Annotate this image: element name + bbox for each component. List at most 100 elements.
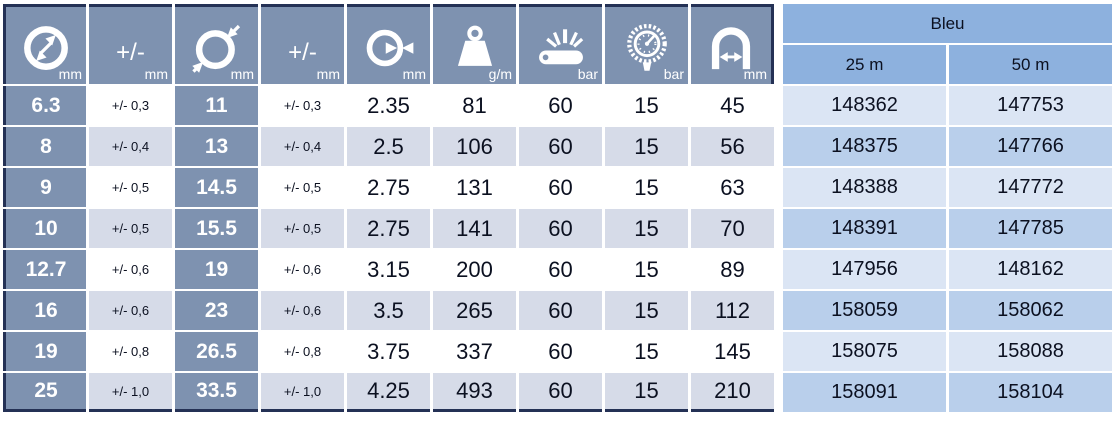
cell-inner-tolerance: +/- 0,5 (89, 209, 172, 248)
cell-wall-thickness: 2.75 (347, 209, 430, 248)
cell-outer-diameter: 14.5 (175, 168, 258, 207)
bend-radius-icon (711, 27, 751, 70)
header-outer-tolerance: +/- mm (261, 4, 344, 84)
cell-ref-25m: 148391 (783, 209, 946, 248)
cell-burst-pressure: 60 (519, 373, 602, 412)
header-inner-diameter: mm (3, 4, 86, 84)
unit-label: g/m (488, 66, 512, 82)
cell-wall-thickness: 3.75 (347, 332, 430, 371)
cell-weight: 200 (433, 250, 516, 289)
cell-outer-diameter: 26.5 (175, 332, 258, 371)
cell-bend-radius: 145 (691, 332, 774, 371)
cell-ref-50m: 158062 (949, 291, 1112, 330)
header-inner-tolerance: +/- mm (89, 4, 172, 84)
cell-working-pressure: 15 (605, 86, 688, 125)
cell-burst-pressure: 60 (519, 209, 602, 248)
cell-outer-tolerance: +/- 0,4 (261, 127, 344, 166)
cell-outer-diameter: 11 (175, 86, 258, 125)
cell-working-pressure: 15 (605, 127, 688, 166)
cell-ref-25m: 158091 (783, 373, 946, 412)
cell-ref-50m: 147785 (949, 209, 1112, 248)
table-row: 25 +/- 1,0 33.5 +/- 1,0 4.25 493 60 15 210 158091… (3, 373, 1112, 412)
column-spacer (777, 373, 780, 412)
cell-bend-radius: 70 (691, 209, 774, 248)
column-spacer (777, 168, 780, 207)
cell-working-pressure: 15 (605, 250, 688, 289)
cell-inner-tolerance: +/- 0,6 (89, 250, 172, 289)
table-row: 6.3 +/- 0,3 11 +/- 0,3 2.35 81 60 15 45 148362 147… (3, 86, 1112, 125)
cell-working-pressure: 15 (605, 373, 688, 412)
cell-burst-pressure: 60 (519, 127, 602, 166)
cell-wall-thickness: 2.35 (347, 86, 430, 125)
cell-ref-50m: 148162 (949, 250, 1112, 289)
unit-label: bar (577, 66, 598, 82)
cell-inner-tolerance: +/- 0,5 (89, 168, 172, 207)
plus-minus-label: +/- (288, 38, 317, 66)
cell-ref-25m: 148362 (783, 86, 946, 125)
table-row: 19 +/- 0,8 26.5 +/- 0,8 3.75 337 60 15 145 158075… (3, 332, 1112, 371)
cell-weight: 141 (433, 209, 516, 248)
cell-inner-diameter: 10 (3, 209, 86, 248)
cell-inner-diameter: 16 (3, 291, 86, 330)
cell-ref-25m: 148388 (783, 168, 946, 207)
cell-inner-diameter: 12.7 (3, 250, 86, 289)
cell-inner-tolerance: +/- 0,4 (89, 127, 172, 166)
unit-label: mm (230, 66, 254, 82)
cell-outer-tolerance: +/- 0,6 (261, 291, 344, 330)
header-outer-diameter: mm (175, 4, 258, 84)
table-row: 12.7 +/- 0,6 19 +/- 0,6 3.15 200 60 15 89 147956 1… (3, 250, 1112, 289)
column-spacer (777, 127, 780, 166)
cell-burst-pressure: 60 (519, 250, 602, 289)
cell-wall-thickness: 3.5 (347, 291, 430, 330)
header-wall-thickness: mm (347, 4, 430, 84)
cell-outer-diameter: 23 (175, 291, 258, 330)
length-header-50m: 50 m (949, 45, 1112, 84)
cell-burst-pressure: 60 (519, 168, 602, 207)
table-row: 9 +/- 0,5 14.5 +/- 0,5 2.75 131 60 15 63 148388 14… (3, 168, 1112, 207)
cell-weight: 106 (433, 127, 516, 166)
unit-label: mm (402, 66, 426, 82)
cell-wall-thickness: 3.15 (347, 250, 430, 289)
cell-bend-radius: 45 (691, 86, 774, 125)
unit-label: mm (58, 66, 82, 82)
cell-inner-tolerance: +/- 1,0 (89, 373, 172, 412)
cell-wall-thickness: 4.25 (347, 373, 430, 412)
header-weight: g/m (433, 4, 516, 84)
cell-outer-tolerance: +/- 0,3 (261, 86, 344, 125)
cell-working-pressure: 15 (605, 209, 688, 248)
column-spacer (777, 4, 780, 84)
cell-outer-diameter: 33.5 (175, 373, 258, 412)
wall-thickness-icon (366, 29, 413, 67)
burst-pressure-icon (538, 29, 583, 65)
column-spacer (777, 209, 780, 248)
cell-ref-25m: 158059 (783, 291, 946, 330)
cell-weight: 265 (433, 291, 516, 330)
cell-ref-25m: 147956 (783, 250, 946, 289)
cell-outer-tolerance: +/- 0,5 (261, 209, 344, 248)
cell-weight: 493 (433, 373, 516, 412)
header-burst-pressure: bar (519, 4, 602, 84)
cell-ref-25m: 148375 (783, 127, 946, 166)
cell-bend-radius: 89 (691, 250, 774, 289)
cell-bend-radius: 210 (691, 373, 774, 412)
cell-inner-diameter: 19 (3, 332, 86, 371)
column-spacer (777, 250, 780, 289)
length-header-25m: 25 m (783, 45, 946, 84)
pressure-gauge-icon (626, 23, 667, 71)
cell-inner-tolerance: +/- 0,8 (89, 332, 172, 371)
cell-wall-thickness: 2.5 (347, 127, 430, 166)
header-working-pressure: bar (605, 4, 688, 84)
cell-ref-50m: 147766 (949, 127, 1112, 166)
cell-inner-diameter: 9 (3, 168, 86, 207)
unit-label: mm (316, 66, 340, 82)
cell-inner-diameter: 8 (3, 127, 86, 166)
cell-bend-radius: 56 (691, 127, 774, 166)
cell-ref-50m: 147772 (949, 168, 1112, 207)
cell-wall-thickness: 2.75 (347, 168, 430, 207)
cell-outer-tolerance: +/- 1,0 (261, 373, 344, 412)
unit-label: mm (743, 66, 767, 82)
table-row: 8 +/- 0,4 13 +/- 0,4 2.5 106 60 15 56 148375 14776… (3, 127, 1112, 166)
cell-burst-pressure: 60 (519, 291, 602, 330)
column-spacer (777, 332, 780, 371)
cell-working-pressure: 15 (605, 332, 688, 371)
